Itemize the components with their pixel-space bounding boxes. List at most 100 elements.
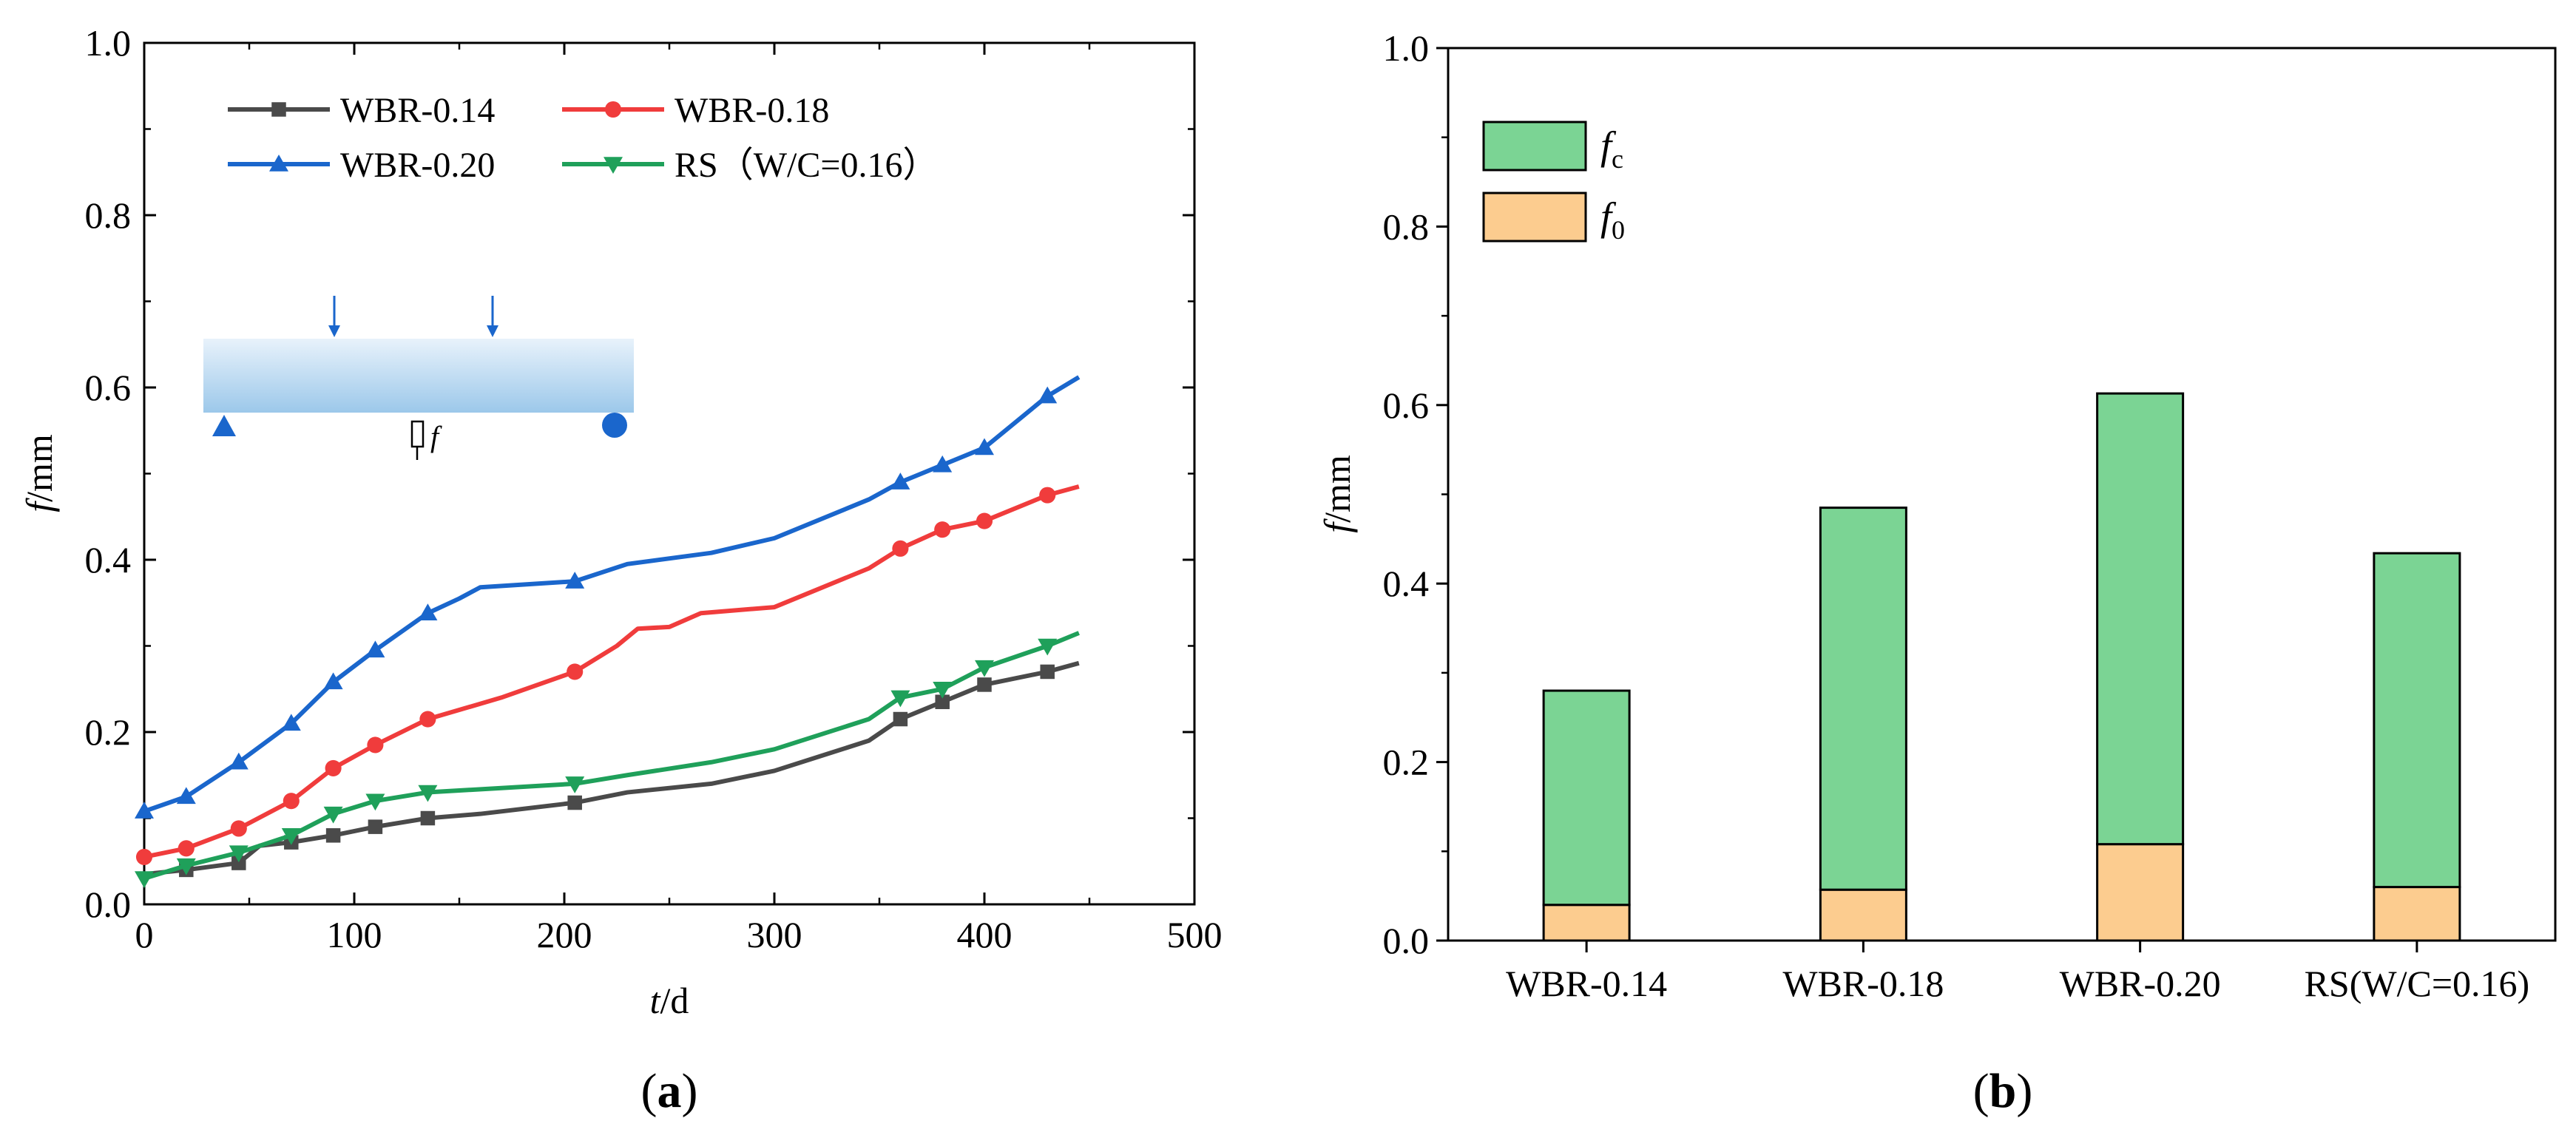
x-tick-label: 0 (135, 914, 154, 955)
bar-stack (1819, 507, 1907, 942)
data-point (565, 572, 585, 589)
beam-body (203, 339, 634, 413)
x-tick-label: RS(W/C=0.16) (2305, 963, 2530, 1004)
data-point (567, 663, 584, 680)
beam-diagram-inset: f (203, 296, 634, 460)
legend-label: RS（W/C=0.16） (675, 146, 938, 185)
chart-b-y-label: f/mm (1316, 455, 1358, 533)
data-point (890, 473, 910, 490)
y-tick-label: 0.6 (1383, 385, 1430, 426)
data-point (323, 806, 343, 824)
data-point (365, 640, 385, 658)
data-point (325, 828, 341, 843)
y-tick-label: 0.6 (85, 367, 132, 408)
bar-segment-fc (2096, 392, 2185, 846)
data-point (934, 521, 951, 538)
chart-a-legend: WBR-0.14 WBR-0.18 WBR-0.20 RS（W/C=0.16） (228, 91, 938, 185)
dial-gauge-icon (410, 420, 425, 448)
data-point (890, 690, 910, 708)
chart-a-y-axis: 0.0 0.2 0.4 0.6 0.8 1.0 (85, 22, 1194, 925)
chart-a-x-axis: 0 100 200 300 400 500 (135, 43, 1223, 955)
data-point (935, 694, 950, 709)
bar-stack (2373, 552, 2461, 942)
chart-b-bars (1542, 392, 2461, 942)
x-tick-label: 500 (1167, 914, 1223, 955)
legend-label: WBR-0.14 (340, 91, 495, 130)
data-point (368, 819, 383, 834)
y-tick-label: 0.4 (85, 539, 132, 580)
data-point (231, 856, 246, 870)
series-wbr-0-18 (135, 484, 1080, 865)
series-wbr-0-20 (135, 375, 1081, 819)
data-point (176, 787, 196, 805)
x-tick-label: 300 (747, 914, 802, 955)
y-tick-label: 0.8 (85, 194, 132, 236)
data-point (1040, 664, 1055, 680)
bar-segment-f0 (1542, 904, 1631, 942)
bar-segment-f0 (2096, 843, 2185, 942)
x-tick-label: 100 (327, 914, 382, 955)
legend-label: f0 (1600, 194, 1625, 245)
y-tick-label: 0.2 (85, 711, 132, 753)
data-point (933, 455, 953, 473)
chart-b-x-axis: WBR-0.14 WBR-0.18 WBR-0.20 RS(W/C=0.16) (1506, 941, 2529, 1004)
legend-entry: WBR-0.18 (562, 91, 829, 130)
data-point (135, 802, 154, 819)
chart-a-panel-label: (a) (641, 1064, 698, 1118)
data-point (567, 795, 582, 810)
load-arrow-left-icon (328, 325, 340, 337)
data-point (365, 793, 385, 811)
y-tick-label: 0.0 (1383, 920, 1430, 961)
series-rs-w-c-0-16- (135, 631, 1080, 889)
chart-b-legend: fc f0 (1482, 121, 1625, 245)
data-point (367, 736, 384, 753)
data-point (230, 820, 247, 837)
bar-segment-fc (2373, 552, 2461, 889)
pin-support-icon (212, 415, 236, 436)
x-tick-label: 200 (537, 914, 592, 955)
x-tick-label: WBR-0.18 (1782, 963, 1944, 1004)
legend-label: WBR-0.18 (675, 91, 829, 130)
legend-swatch (1482, 192, 1587, 243)
data-point (977, 677, 992, 692)
legend-entry: WBR-0.20 (228, 146, 495, 185)
x-tick-label: WBR-0.20 (2060, 963, 2221, 1004)
legend-entry: fc (1482, 121, 1623, 174)
data-point (975, 660, 994, 677)
legend-marker (271, 102, 286, 117)
y-tick-label: 0.2 (1383, 742, 1430, 783)
chart-a-y-label: f/mm (18, 434, 60, 512)
data-point (325, 759, 342, 776)
data-point (178, 840, 195, 857)
y-tick-label: 0.0 (85, 884, 132, 925)
chart-b-panel-label: (b) (1973, 1064, 2033, 1118)
bar-segment-fc (1542, 689, 1631, 907)
data-point (281, 714, 301, 731)
data-point (1039, 487, 1056, 504)
data-point (893, 711, 908, 727)
data-point (892, 540, 909, 557)
data-point (229, 752, 249, 770)
data-point (283, 793, 300, 810)
roller-support-icon (602, 413, 627, 438)
legend-marker (269, 155, 288, 172)
series-line (143, 375, 1081, 814)
inset-deflection-label: f (430, 420, 442, 453)
y-tick-label: 0.4 (1383, 563, 1430, 604)
data-point (135, 848, 153, 865)
chart-b-y-axis: 0.0 0.2 0.4 0.6 0.8 1.0 (1383, 27, 1448, 961)
load-arrow-right-icon (487, 325, 498, 337)
series-wbr-0-14 (143, 660, 1080, 878)
data-point (418, 785, 438, 802)
bar-segment-f0 (2373, 886, 2461, 942)
x-tick-label: WBR-0.14 (1506, 963, 1667, 1004)
bar-stack (1542, 689, 1631, 942)
legend-label: WBR-0.20 (340, 146, 495, 185)
chart-a: 0.0 0.2 0.4 0.6 0.8 1.0 0 100 200 300 400 500 f WB… (18, 22, 1223, 1118)
data-point (975, 438, 994, 455)
bar-stack (2096, 392, 2185, 942)
data-point (565, 776, 585, 793)
data-point (418, 603, 438, 620)
data-point (1038, 386, 1058, 404)
